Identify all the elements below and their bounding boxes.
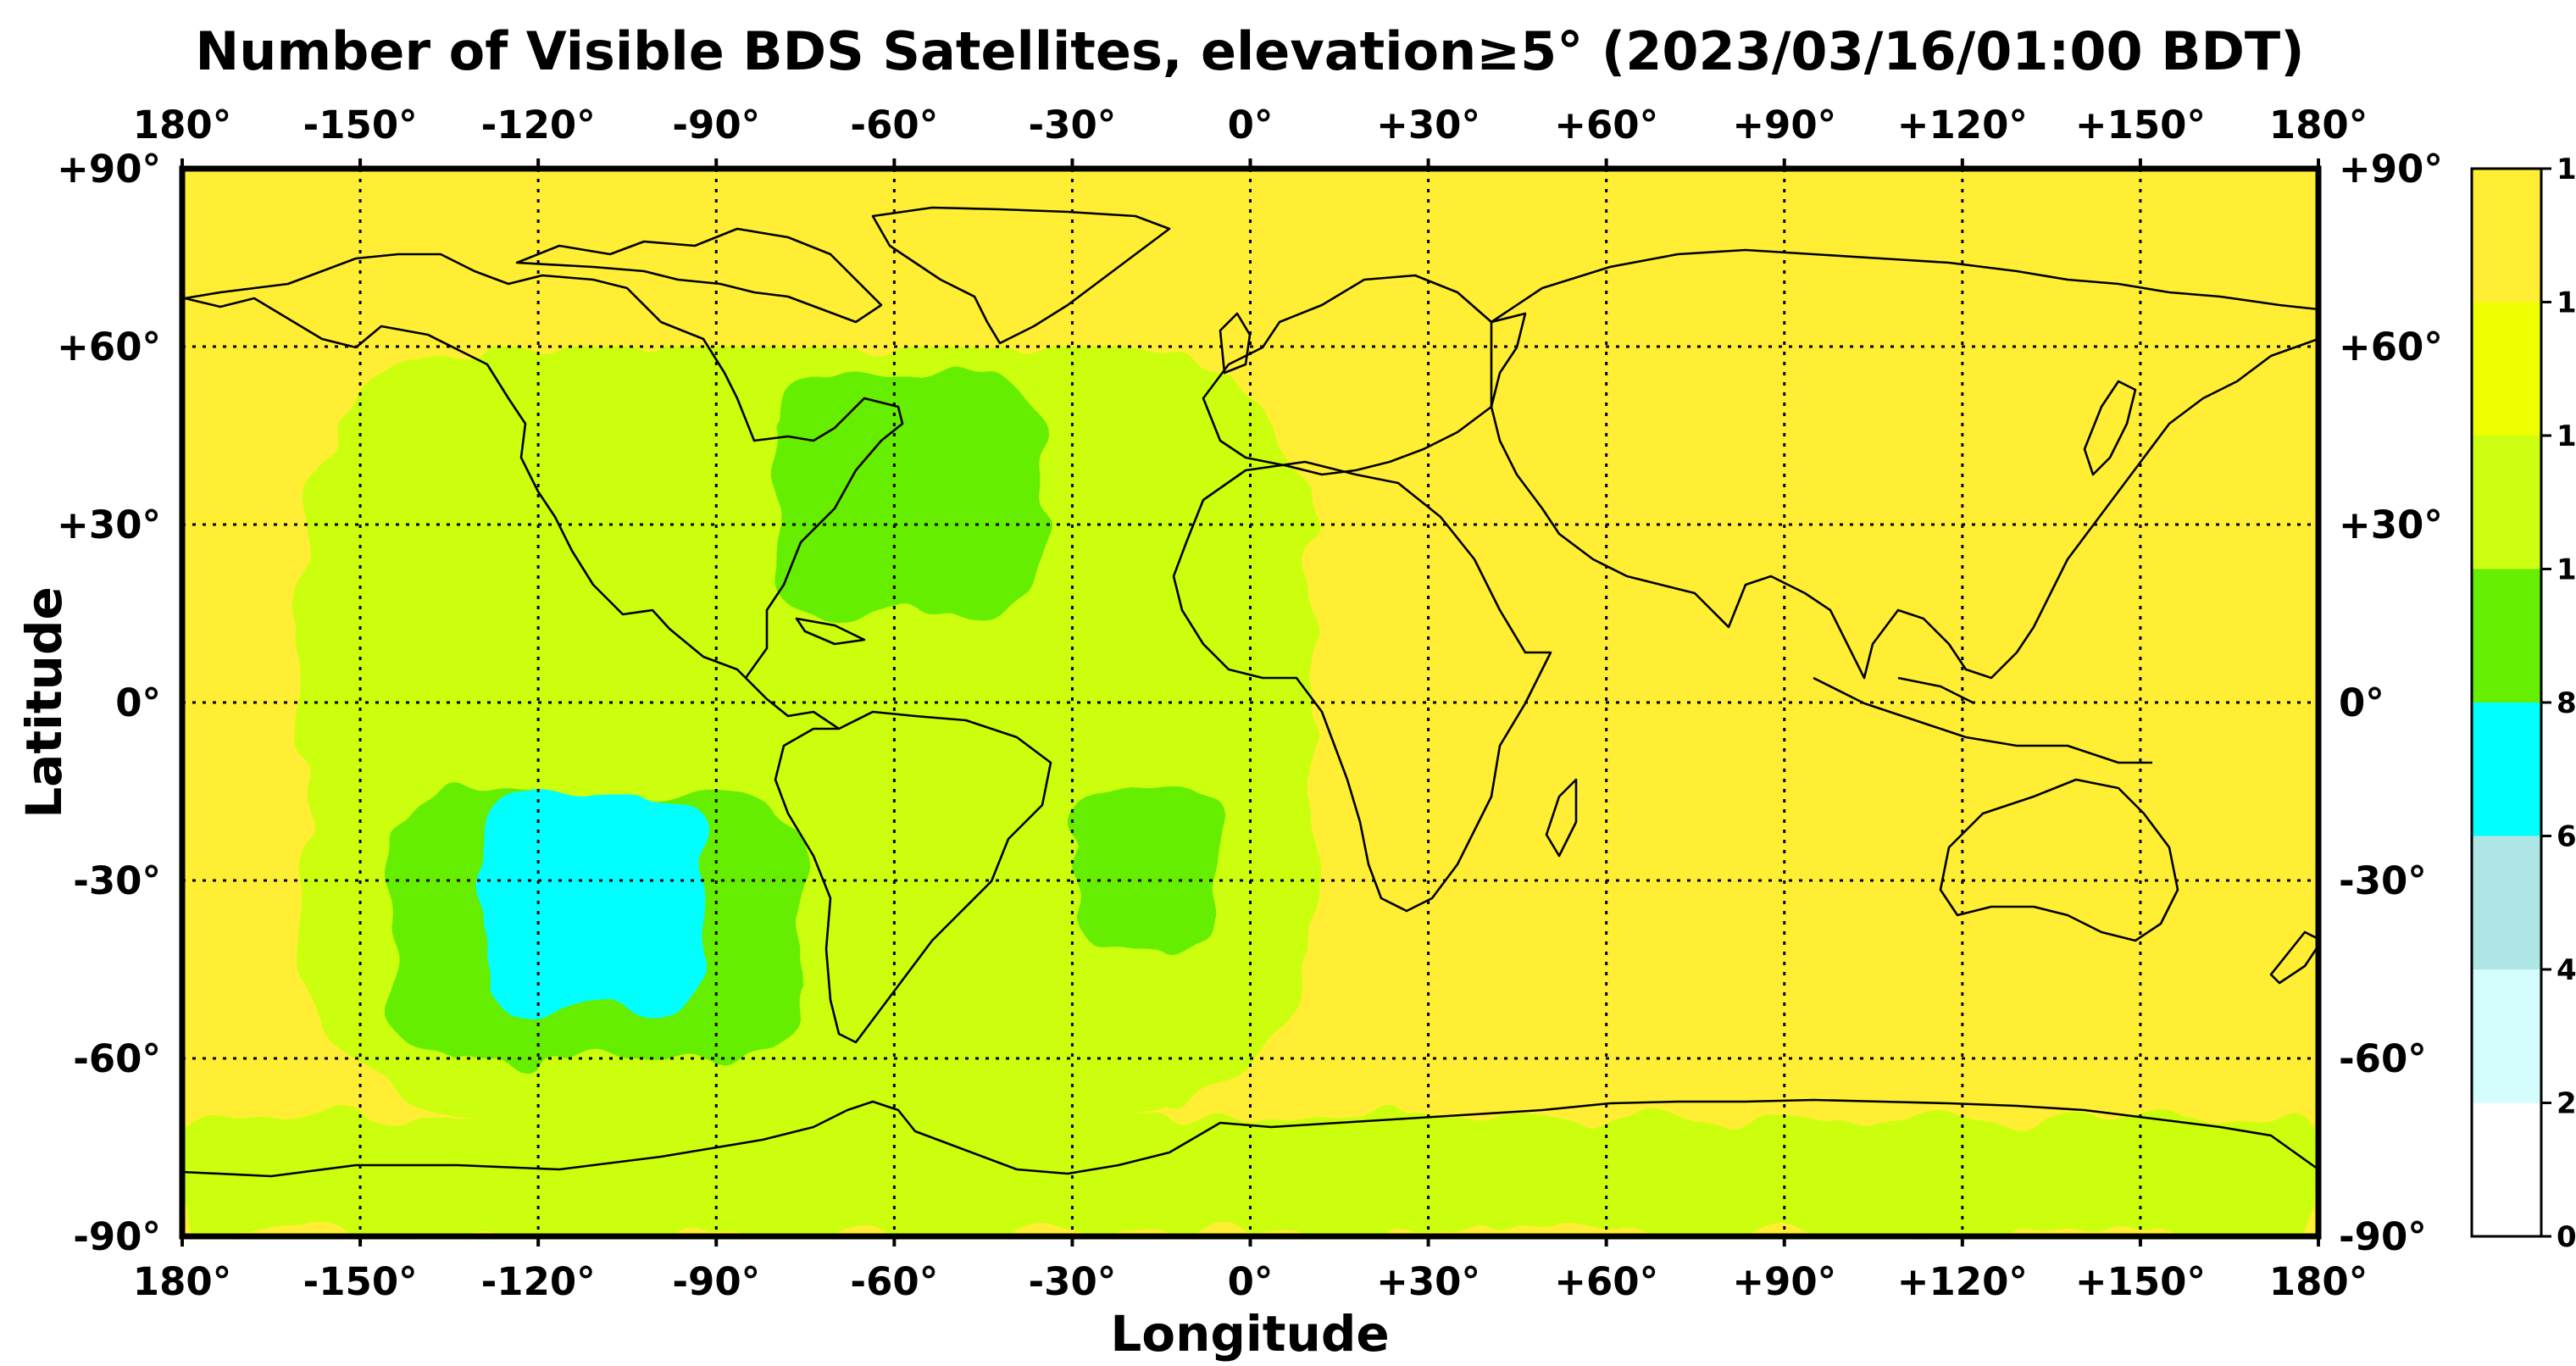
coastline-britain [1219,312,1252,375]
x-tick-label-bottom: -60° [850,1259,938,1304]
x-tick-label-top: +30° [1376,103,1480,147]
chart-title: Number of Visible BDS Satellites, elevat… [195,20,2304,82]
coastline-australia [1939,778,2179,942]
colorbar-band-6-8 [2472,702,2541,836]
x-tick-label-bottom: +150° [2075,1259,2206,1304]
colorbar-tick-label: 12 [2557,419,2576,453]
x-tick-label-top: +150° [2075,103,2206,147]
y-tick-label-right: -30° [2339,858,2427,903]
x-tick-label-top: 0° [1228,103,1274,147]
x-tick-label-top: +60° [1554,103,1658,147]
y-tick-label-left: +60° [57,325,161,369]
x-tick-labels-bottom: 180° -150° -120° -90° -60° -30° 0° +30° +60° +90°… [133,1236,2368,1304]
x-tick-labels-top: 180° -150° -120° -90° -60° -30° 0° +30° +60° +90°… [133,103,2368,169]
y-tick-label-right: +90° [2339,147,2443,192]
colorbar-band-12-14 [2472,302,2541,436]
x-tick-label-top: -120° [481,103,596,147]
x-tick-label-bottom: -30° [1029,1259,1117,1304]
colorbar-tick-label: 2 [2557,1087,2576,1121]
x-tick-label-bottom: +30° [1376,1259,1480,1304]
colorbar-tick-label: 0 [2557,1220,2576,1254]
coastline-cuba [795,617,866,646]
region-6 [479,791,705,1011]
x-tick-label-bottom: 180° [133,1259,231,1304]
colorbar-tick-label: 16 [2557,153,2576,186]
y-tick-label-right: +30° [2339,503,2443,547]
region-3 [775,376,1043,614]
colorbar-tick-label: 4 [2557,953,2576,987]
colorbar-band-0-2 [2472,1102,2541,1236]
x-tick-label-bottom: 0° [1228,1259,1274,1304]
coastline-greenland [871,206,1171,345]
y-tick-label-left: -90° [73,1214,161,1259]
y-tick-labels-right: +90° +60° +30° 0° -30° -60° -90° [2339,147,2443,1259]
coastline-indonesia [1813,676,2152,764]
coastlines [182,206,2318,1178]
colorbar-band-14-16 [2472,169,2541,303]
plot-area [182,169,2318,1236]
colorbar-band-10-12 [2472,436,2541,569]
coastline-north-america [183,253,904,680]
colorbar-band-4-6 [2472,836,2541,969]
y-tick-label-left: +30° [57,503,161,547]
x-tick-label-bottom: +90° [1732,1259,1836,1304]
y-tick-label-left: -30° [73,858,161,903]
y-tick-label-right: -90° [2339,1214,2427,1259]
x-tick-label-top: -30° [1029,103,1117,147]
colorbar-tick-label: 10 [2557,553,2576,587]
coastline-new-zealand [2269,930,2318,985]
colorbar-tick-label: 6 [2557,820,2576,854]
x-tick-label-top: +90° [1732,103,1836,147]
x-tick-label-top: +120° [1897,103,2028,147]
y-tick-label-left: +90° [57,147,161,192]
colorbar: 0 2 4 6 8 10 12 14 16 [2470,153,2576,1254]
y-tick-label-right: 0° [2339,680,2384,725]
coastline-south-america [774,710,1052,1044]
colorbar-tick-label: 14 [2557,286,2576,320]
y-tick-label-left: 0° [115,680,161,725]
colorbar-band-8-10 [2472,569,2541,702]
colorbar-tick-label: 8 [2557,686,2576,720]
y-tick-label-left: -60° [73,1036,161,1081]
coastline-central-america [745,677,840,730]
x-tick-label-bottom: -90° [672,1259,760,1304]
x-tick-label-top: 180° [2269,103,2368,147]
region-5 [1072,791,1221,952]
y-axis-label: Latitude [15,586,73,819]
coastline-africa [1172,460,1552,913]
coastline-japan [2083,380,2137,476]
x-axis-label: Longitude [1110,1305,1389,1363]
coastline-antarctica [182,1098,2318,1178]
x-tick-label-bottom: +60° [1554,1259,1658,1304]
x-tick-label-bottom: -120° [481,1259,596,1304]
y-tick-label-right: +60° [2339,325,2443,369]
x-tick-label-bottom: 180° [2269,1259,2368,1304]
x-tick-label-top: -60° [850,103,938,147]
x-tick-label-bottom: -150° [303,1259,418,1304]
x-tick-label-bottom: +120° [1897,1259,2028,1304]
x-tick-label-top: -90° [672,103,760,147]
colorbar-band-2-4 [2472,969,2541,1103]
coastline-arctic-islands [515,227,883,324]
coastline-asia [1490,248,2318,680]
coastline-madagascar [1545,778,1578,858]
y-tick-label-right: -60° [2339,1036,2427,1081]
x-tick-label-top: -150° [303,103,418,147]
y-tick-labels-left: +90° +60° +30° 0° -30° -60° -90° [57,147,161,1259]
x-tick-label-top: 180° [133,103,231,147]
coastline-europe [1202,274,1527,476]
